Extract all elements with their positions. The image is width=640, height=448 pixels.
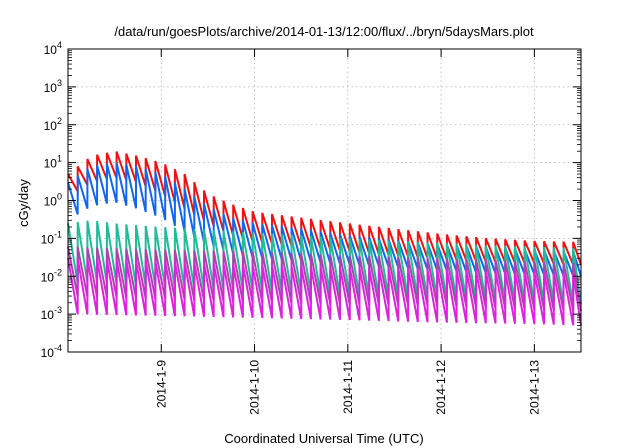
x-tick-label: 2014-1-12 xyxy=(434,360,448,415)
y-tick-label: 10-1 xyxy=(41,229,62,246)
y-tick-label: 101 xyxy=(44,154,62,171)
x-axis-title: Coordinated Universal Time (UTC) xyxy=(224,431,423,446)
plot-series xyxy=(67,151,582,326)
plot-border xyxy=(67,48,582,353)
axes xyxy=(67,48,582,353)
y-axis-title: cGy/day xyxy=(16,179,31,227)
tick-labels: 10-4 10-3 10-2 10-1 100 101 102 103 104 2014-1-9 2… xyxy=(41,40,542,415)
y-tick-label: 100 xyxy=(44,192,62,209)
y-tick-label: 103 xyxy=(44,78,62,95)
y-tick-label: 10-2 xyxy=(41,267,62,284)
series-line xyxy=(67,258,582,326)
y-tick-label: 10-4 xyxy=(41,343,62,360)
x-tick-label: 2014-1-13 xyxy=(527,360,541,415)
x-tick-label: 2014-1-10 xyxy=(248,360,262,415)
x-tick-label: 2014-1-11 xyxy=(341,360,355,414)
x-tick-label: 2014-1-9 xyxy=(154,360,168,408)
y-tick-label: 10-3 xyxy=(41,305,62,322)
y-tick-label: 102 xyxy=(44,116,62,133)
chart-title: /data/run/goesPlots/archive/2014-01-13/1… xyxy=(114,24,534,39)
y-tick-label: 104 xyxy=(44,40,62,57)
